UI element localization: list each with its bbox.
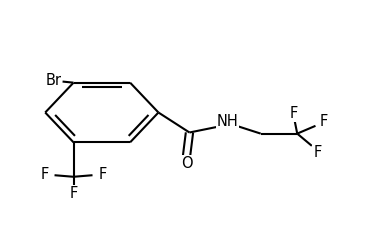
Text: NH: NH <box>217 114 239 129</box>
Text: F: F <box>290 106 298 121</box>
Text: F: F <box>313 145 321 160</box>
Text: F: F <box>99 167 107 182</box>
Text: F: F <box>40 167 49 182</box>
Text: F: F <box>319 114 328 129</box>
Text: O: O <box>181 156 192 171</box>
Text: Br: Br <box>45 73 61 88</box>
Text: F: F <box>70 186 78 201</box>
